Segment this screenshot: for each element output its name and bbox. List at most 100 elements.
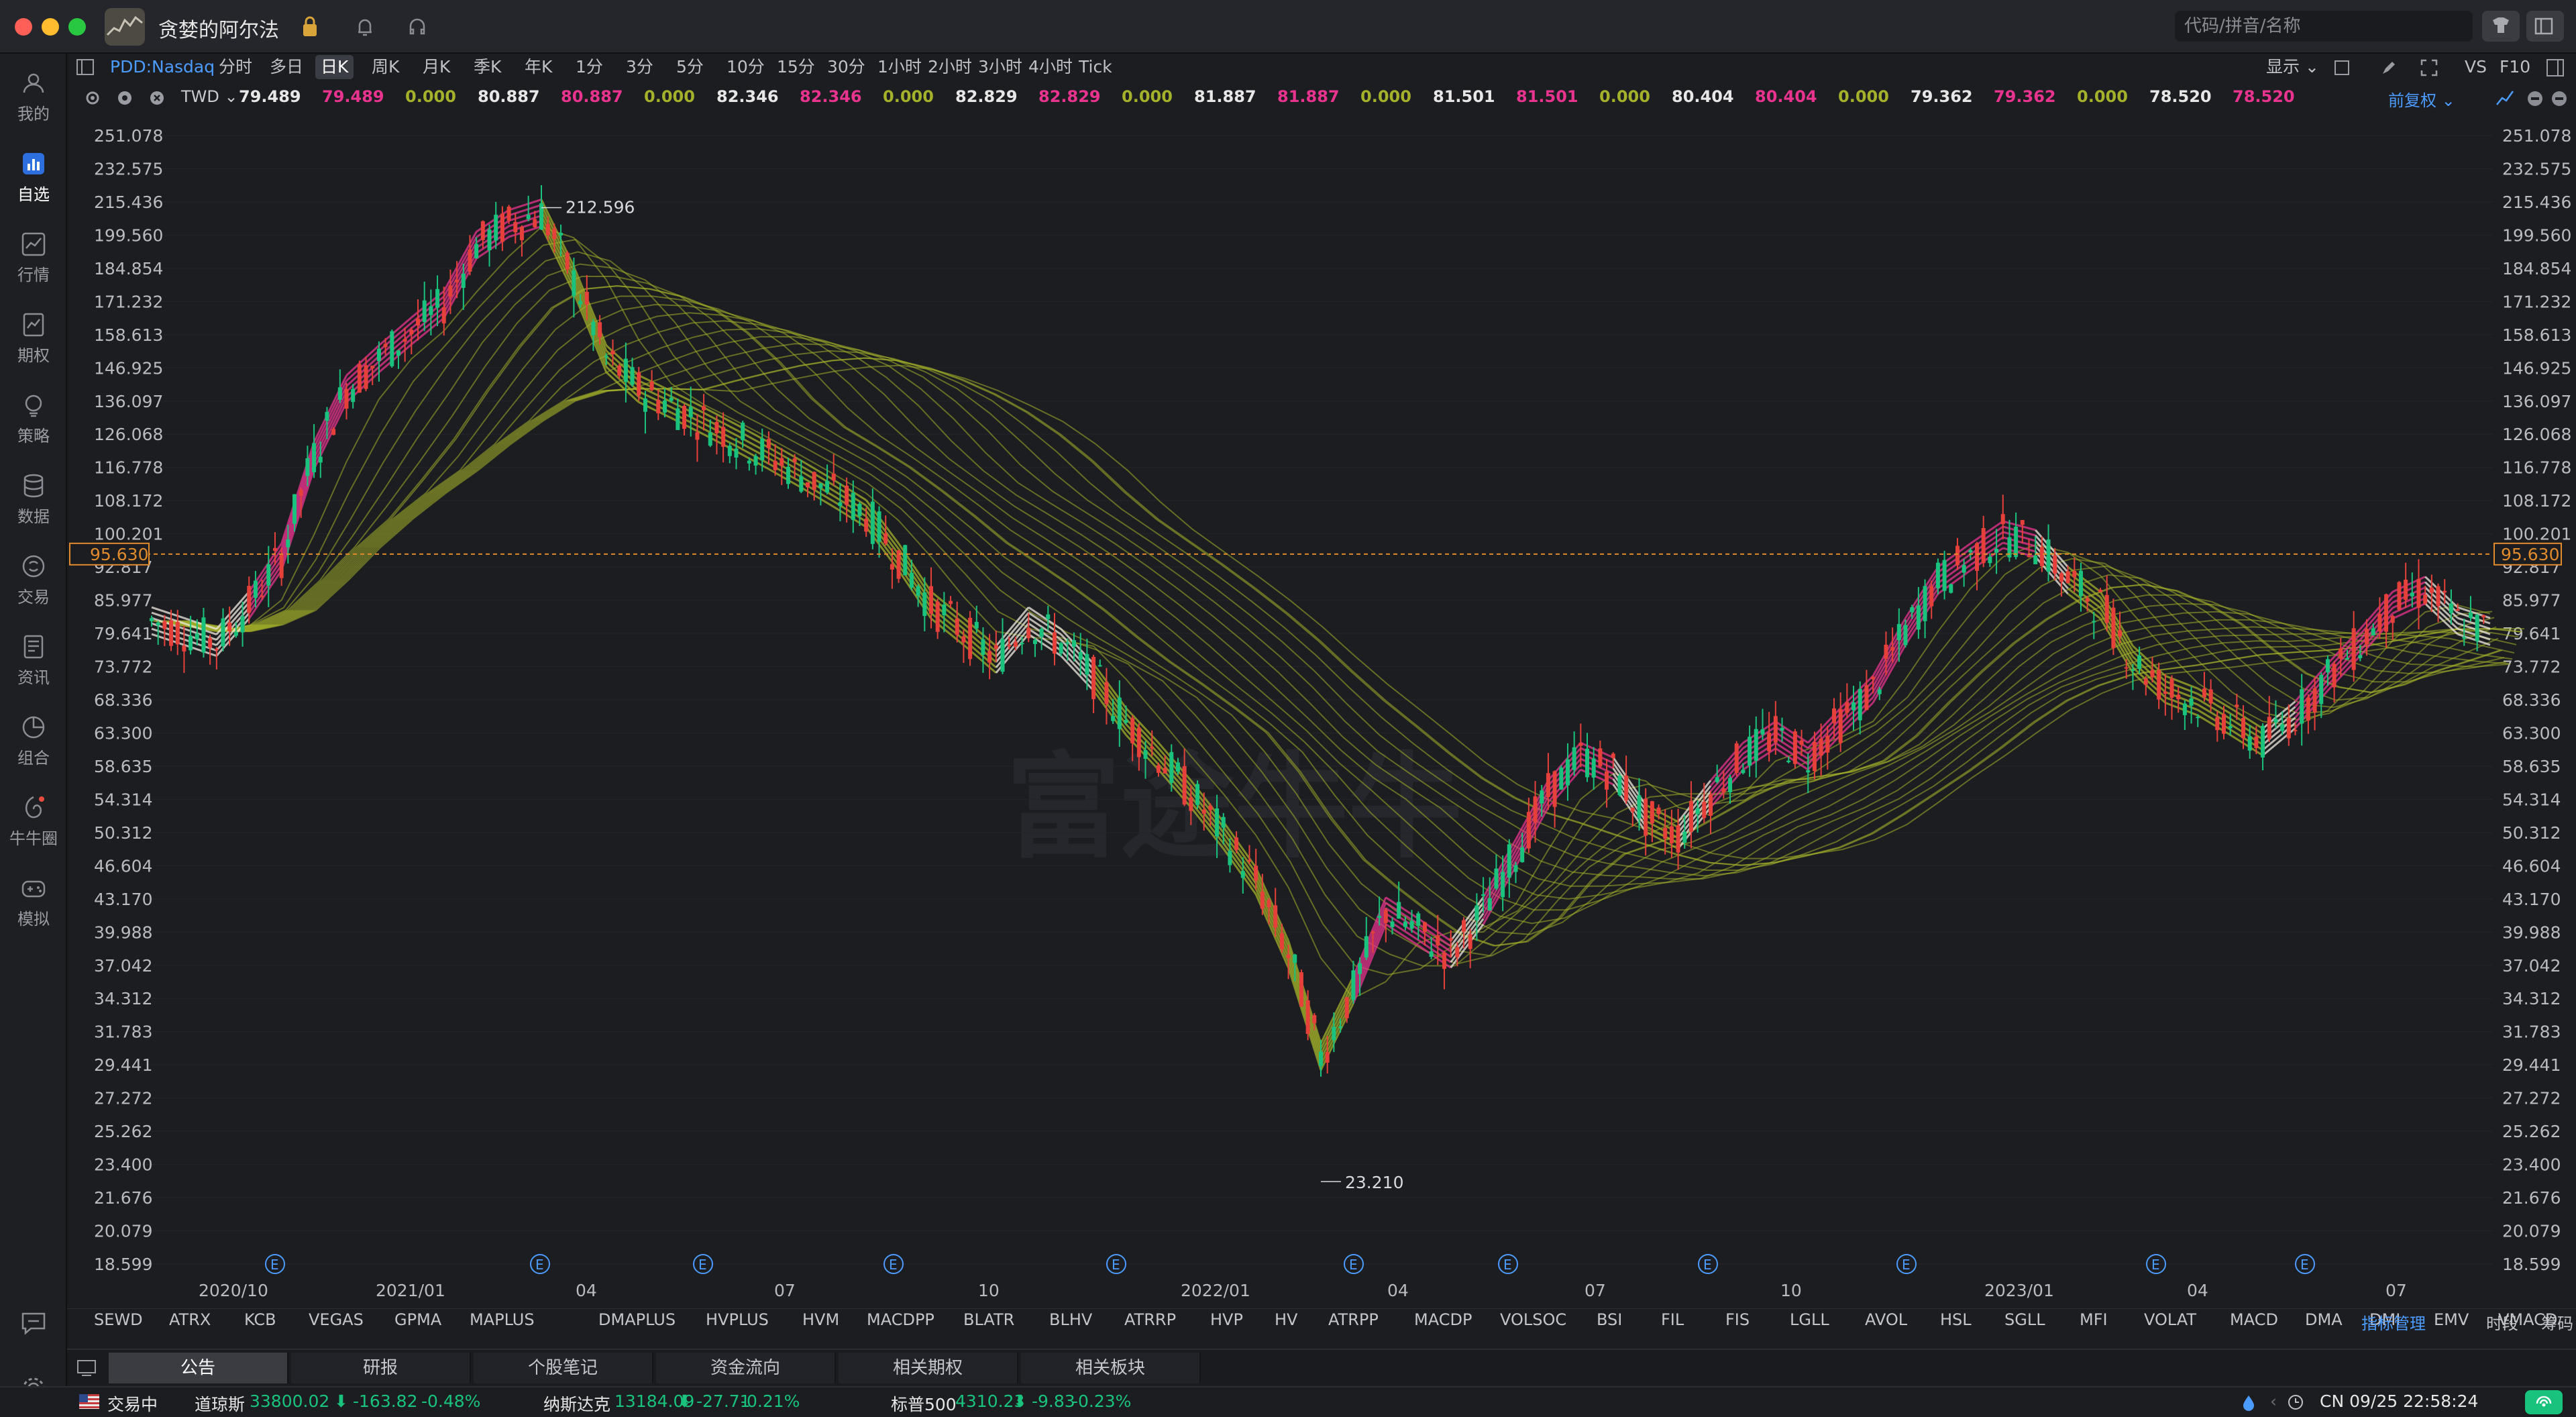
checkbox-icon[interactable]: [2334, 60, 2349, 75]
symbol-label[interactable]: PDD:Nasdaq: [110, 57, 215, 76]
drop-icon[interactable]: [2241, 1394, 2257, 1412]
monitor-icon[interactable]: [76, 1359, 97, 1377]
timeframe-tab[interactable]: 5分: [676, 57, 704, 76]
dow-name[interactable]: 道琼斯: [195, 1395, 246, 1414]
indicator-tab[interactable]: HVP: [1210, 1310, 1243, 1329]
indicator-tab[interactable]: EMV: [2434, 1310, 2469, 1329]
sidebar-collapse-icon[interactable]: [2546, 59, 2564, 76]
panel-tab[interactable]: 个股笔记: [474, 1353, 653, 1383]
timeframe-tab[interactable]: 10分: [727, 57, 765, 76]
close-window-button[interactable]: [15, 18, 32, 36]
indicator-tab[interactable]: BLATR: [963, 1310, 1015, 1329]
zoom-reset-icon[interactable]: [2526, 90, 2544, 107]
vs-button[interactable]: VS: [2465, 57, 2487, 76]
indicator-tab[interactable]: HV: [1275, 1310, 1298, 1329]
adjust-menu[interactable]: 前复权 ⌄: [2388, 91, 2455, 110]
timeframe-tab[interactable]: 3小时: [978, 57, 1022, 76]
layout-button[interactable]: [2526, 11, 2564, 42]
search-input[interactable]: [2175, 11, 2473, 42]
sidebar-item-options[interactable]: 期权: [0, 301, 67, 374]
sidebar-item-strategy[interactable]: 策略: [0, 381, 67, 455]
indicator-tab[interactable]: MACD: [2230, 1310, 2278, 1329]
indicator-name[interactable]: TWD ⌄: [181, 87, 238, 106]
timeframe-tab[interactable]: 周K: [372, 57, 400, 76]
sidebar-item-database[interactable]: 数据: [0, 462, 67, 535]
indicator-tab[interactable]: ATRX: [169, 1310, 211, 1329]
sidebar-item-portfolio[interactable]: 组合: [0, 703, 67, 777]
indicator-tab[interactable]: MACDP: [1414, 1310, 1472, 1329]
indicator-tab[interactable]: DMA: [2305, 1310, 2343, 1329]
close-indicator-icon[interactable]: [149, 90, 165, 106]
timeframe-tab[interactable]: 4小时: [1028, 57, 1073, 76]
indicator-tab[interactable]: MAPLUS: [470, 1310, 535, 1329]
timeframe-tab[interactable]: 15分: [777, 57, 815, 76]
sidebar-item-community[interactable]: 牛牛圈: [0, 784, 67, 857]
panel-tab[interactable]: 公告: [109, 1353, 288, 1383]
timeframe-tab[interactable]: Tick: [1079, 57, 1112, 76]
timeframe-tab[interactable]: 季K: [474, 57, 502, 76]
timeframe-tab[interactable]: 分时: [219, 57, 253, 76]
panel-tab[interactable]: 资金流向: [656, 1353, 836, 1383]
timeframe-tab[interactable]: 日K: [315, 55, 354, 79]
indicator-tab[interactable]: DMI: [2369, 1310, 2401, 1329]
panel-toggle-icon[interactable]: [76, 59, 94, 75]
headset-icon[interactable]: [405, 15, 429, 39]
sidebar-item-trade[interactable]: 交易: [0, 542, 67, 616]
zoom-out-icon[interactable]: [2551, 90, 2568, 107]
indicator-tab[interactable]: VOLAT: [2144, 1310, 2197, 1329]
indicator-tab[interactable]: HVPLUS: [706, 1310, 769, 1329]
sidebar-item-watchlist[interactable]: 自选: [0, 140, 67, 213]
indicator-manage-button[interactable]: 指标管理: [2361, 1314, 2426, 1333]
timeframe-tab[interactable]: 3分: [626, 57, 653, 76]
indicator-tab[interactable]: ATRRP: [1124, 1310, 1177, 1329]
panel-tab[interactable]: 相关板块: [1021, 1353, 1201, 1383]
indicator-tab[interactable]: VOLSOC: [1500, 1310, 1567, 1329]
connection-button[interactable]: [2525, 1390, 2563, 1414]
nasdaq-name[interactable]: 纳斯达克: [543, 1395, 611, 1414]
indicator-tab[interactable]: HSL: [1940, 1310, 1972, 1329]
timeframe-tab[interactable]: 1小时: [877, 57, 922, 76]
lock-icon[interactable]: [298, 15, 322, 39]
indicator-tab[interactable]: BLHV: [1049, 1310, 1093, 1329]
f10-button[interactable]: F10: [2500, 57, 2531, 76]
timeframe-tab[interactable]: 多日: [270, 57, 304, 76]
indicator-tab[interactable]: SEWD: [94, 1310, 143, 1329]
fullscreen-icon[interactable]: [2420, 59, 2438, 76]
timeframe-tab[interactable]: 年K: [525, 57, 553, 76]
pen-icon[interactable]: [2380, 59, 2398, 76]
chip-button[interactable]: 筹码: [2541, 1314, 2573, 1333]
indicator-tab[interactable]: VMACD: [2498, 1310, 2558, 1329]
chart-mode-icon[interactable]: [2496, 89, 2514, 107]
zoom-window-button[interactable]: [68, 18, 86, 36]
timeframe-tab[interactable]: 30分: [827, 57, 865, 76]
skin-button[interactable]: [2482, 11, 2520, 42]
minimize-window-button[interactable]: [42, 18, 59, 36]
indicator-tab[interactable]: GPMA: [394, 1310, 442, 1329]
indicator-tab[interactable]: DMAPLUS: [598, 1310, 676, 1329]
bell-icon[interactable]: [353, 15, 377, 39]
sidebar-item-news[interactable]: 资讯: [0, 623, 67, 696]
message-icon[interactable]: [20, 1310, 47, 1336]
visibility-icon[interactable]: [117, 90, 133, 106]
sidebar-item-user[interactable]: 我的: [0, 59, 67, 133]
indicator-tab[interactable]: KCB: [244, 1310, 276, 1329]
indicator-tab[interactable]: SGLL: [2004, 1310, 2045, 1329]
settings-icon[interactable]: [85, 90, 101, 106]
display-menu[interactable]: 显示 ⌄: [2266, 57, 2319, 76]
indicator-tab[interactable]: MFI: [2080, 1310, 2108, 1329]
chevron-left-icon[interactable]: ‹: [2270, 1392, 2277, 1411]
indicator-tab[interactable]: FIL: [1661, 1310, 1684, 1329]
timeframe-tab[interactable]: 2小时: [928, 57, 972, 76]
indicator-tab[interactable]: MACDPP: [867, 1310, 934, 1329]
panel-tab[interactable]: 相关期权: [839, 1353, 1018, 1383]
sidebar-item-market[interactable]: 行情: [0, 220, 67, 294]
indicator-tab[interactable]: LGLL: [1790, 1310, 1829, 1329]
timeframe-tab[interactable]: 月K: [423, 57, 451, 76]
sidebar-item-simulate[interactable]: 模拟: [0, 864, 67, 938]
sp500-name[interactable]: 标普500: [891, 1395, 957, 1414]
indicator-tab[interactable]: AVOL: [1865, 1310, 1908, 1329]
timeframe-tab[interactable]: 1分: [576, 57, 603, 76]
indicator-tab[interactable]: HVM: [802, 1310, 840, 1329]
indicator-tab[interactable]: BSI: [1597, 1310, 1623, 1329]
